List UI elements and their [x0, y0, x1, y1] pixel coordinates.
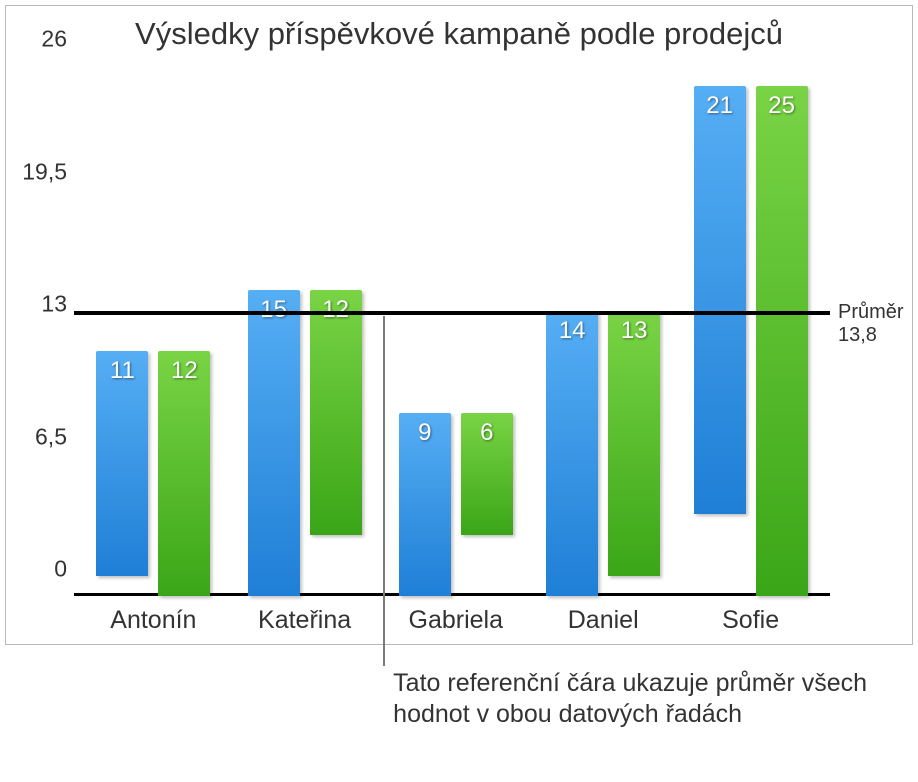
reference-line-label-name: Průměr — [838, 301, 904, 324]
y-tick-label: 0 — [19, 556, 67, 583]
bar: 21 — [694, 86, 746, 514]
x-axis-label: Gabriela — [381, 606, 531, 635]
callout-connector-line — [383, 316, 385, 666]
bar: 12 — [158, 351, 210, 596]
bar: 25 — [756, 86, 808, 596]
bar-value-label: 25 — [756, 92, 808, 120]
bar-value-label: 9 — [399, 419, 451, 447]
bar-value-label: 11 — [96, 357, 148, 385]
y-tick-label: 13 — [19, 291, 67, 318]
plot-area: 06,51319,526111215129614132125 — [74, 66, 830, 596]
reference-line-caption: Tato referenční čára ukazuje průměr všec… — [393, 668, 873, 731]
bar-value-label: 21 — [694, 92, 746, 120]
chart-frame: Výsledky příspěvkové kampaně podle prode… — [5, 5, 913, 645]
x-axis-label: Sofie — [676, 606, 826, 635]
bar: 15 — [248, 290, 300, 596]
reference-line — [74, 311, 830, 315]
y-tick-label: 26 — [19, 26, 67, 53]
y-tick-label: 6,5 — [19, 423, 67, 450]
reference-line-label-value: 13,8 — [838, 324, 904, 347]
bar-value-label: 14 — [546, 317, 598, 345]
chart-title: Výsledky příspěvkové kampaně podle prode… — [6, 16, 912, 52]
bar-value-label: 13 — [608, 317, 660, 345]
x-axis-label: Daniel — [528, 606, 678, 635]
bar: 13 — [608, 311, 660, 576]
x-axis-label: Antonín — [78, 606, 228, 635]
category-group: 11 12 — [96, 351, 210, 596]
category-group: 14 13 — [546, 311, 660, 596]
reference-line-label: Průměr13,8 — [838, 301, 904, 347]
category-group: 96 — [399, 413, 513, 596]
bar: 11 — [96, 351, 148, 575]
bar: 14 — [546, 311, 598, 596]
category-group: 21 25 — [694, 86, 808, 596]
bar: 9 — [399, 413, 451, 596]
bar: 6 — [461, 413, 513, 535]
y-tick-label: 19,5 — [19, 158, 67, 185]
category-group: 1512 — [248, 290, 362, 596]
x-axis-label: Kateřina — [230, 606, 380, 635]
bar-value-label: 12 — [158, 357, 210, 385]
bar: 12 — [310, 290, 362, 535]
bar-value-label: 6 — [461, 419, 513, 447]
